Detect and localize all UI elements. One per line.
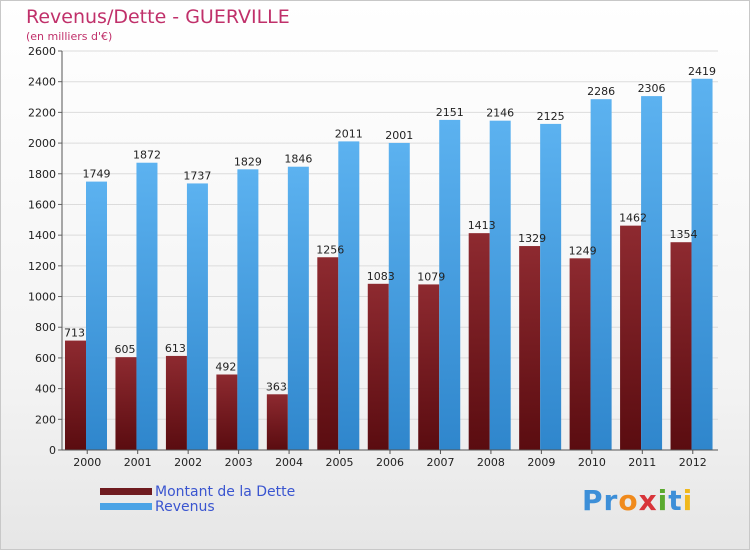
x-tick-label-2011: 2011 bbox=[628, 456, 656, 469]
logo-letter: i bbox=[657, 484, 669, 517]
bar-dette-2009 bbox=[519, 246, 541, 450]
legend-swatch-revenus bbox=[100, 503, 152, 510]
value-label-dette-2007: 1079 bbox=[417, 270, 445, 283]
bar-revenus-2001 bbox=[136, 162, 158, 450]
legend-label-debt: Montant de la Dette bbox=[155, 484, 296, 500]
bar-dette-2010 bbox=[569, 258, 591, 450]
y-tick-label: 1600 bbox=[28, 198, 56, 211]
legend-label-revenus: Revenus bbox=[155, 499, 215, 515]
y-tick-label: 0 bbox=[49, 444, 56, 457]
y-tick-label: 2400 bbox=[28, 76, 56, 89]
y-tick-label: 800 bbox=[35, 321, 56, 334]
bar-revenus-2000 bbox=[86, 181, 107, 450]
value-label-dette-2009: 1329 bbox=[518, 232, 546, 245]
logo-letter: t bbox=[668, 484, 683, 517]
x-tick-label-2010: 2010 bbox=[578, 456, 606, 469]
bar-revenus-2012 bbox=[691, 78, 713, 450]
bar-revenus-2009 bbox=[540, 123, 562, 451]
value-label-dette-2012: 1354 bbox=[670, 228, 698, 241]
value-label-revenus-2006: 2001 bbox=[385, 129, 413, 142]
bar-dette-2012 bbox=[670, 242, 692, 450]
bar-dette-2011 bbox=[620, 225, 642, 450]
x-tick-label-2012: 2012 bbox=[679, 456, 707, 469]
y-tick-label: 2200 bbox=[28, 106, 56, 119]
value-label-dette-2011: 1462 bbox=[619, 212, 647, 225]
bar-dette-2008 bbox=[468, 233, 490, 450]
logo-letter: o bbox=[618, 484, 639, 517]
value-label-revenus-2010: 2286 bbox=[587, 85, 615, 98]
value-label-dette-2004: 363 bbox=[266, 380, 287, 393]
value-label-dette-2002: 613 bbox=[165, 342, 186, 355]
bar-revenus-2007 bbox=[439, 119, 461, 450]
value-label-dette-2000: 713 bbox=[64, 327, 85, 340]
value-label-revenus-2004: 1846 bbox=[284, 153, 312, 166]
bar-dette-2002 bbox=[165, 355, 187, 450]
y-tick-label: 200 bbox=[35, 413, 56, 426]
logo-letter: i bbox=[682, 484, 694, 517]
bar-revenus-2010 bbox=[590, 99, 612, 450]
value-label-revenus-2005: 2011 bbox=[335, 127, 363, 140]
y-tick-label: 2000 bbox=[28, 137, 56, 150]
bar-revenus-2011 bbox=[641, 96, 663, 451]
value-label-revenus-2012: 2419 bbox=[688, 65, 716, 78]
x-tick-label-2008: 2008 bbox=[477, 456, 505, 469]
value-label-dette-2010: 1249 bbox=[569, 244, 597, 257]
value-label-revenus-2011: 2306 bbox=[638, 82, 666, 95]
value-label-revenus-2002: 1737 bbox=[183, 169, 211, 182]
y-tick-label: 1400 bbox=[28, 229, 56, 242]
y-tick-label: 1800 bbox=[28, 168, 56, 181]
x-tick-label-2001: 2001 bbox=[124, 456, 152, 469]
legend-swatch-debt bbox=[100, 488, 152, 495]
value-label-revenus-2000: 1749 bbox=[83, 168, 111, 181]
bar-dette-2000 bbox=[65, 340, 86, 450]
value-label-dette-2003: 492 bbox=[215, 360, 236, 373]
bar-revenus-2002 bbox=[186, 183, 208, 450]
value-label-revenus-2003: 1829 bbox=[234, 155, 262, 168]
value-label-dette-2006: 1083 bbox=[367, 270, 395, 283]
value-label-revenus-2008: 2146 bbox=[486, 107, 514, 120]
bar-dette-2007 bbox=[418, 284, 440, 450]
bar-dette-2003 bbox=[216, 374, 238, 450]
y-tick-label: 1200 bbox=[28, 260, 56, 273]
x-tick-label-2009: 2009 bbox=[527, 456, 555, 469]
value-label-dette-2008: 1413 bbox=[468, 219, 496, 232]
value-label-revenus-2009: 2125 bbox=[537, 110, 565, 123]
value-label-revenus-2007: 2151 bbox=[436, 106, 464, 119]
logo-letter: P bbox=[582, 484, 604, 517]
logo-letter: r bbox=[603, 484, 619, 517]
proxiti-logo: Proxiti bbox=[582, 484, 693, 517]
bar-dette-2001 bbox=[115, 357, 137, 450]
chart-title: Revenus/Dette - GUERVILLE bbox=[26, 6, 290, 28]
bar-revenus-2003 bbox=[237, 169, 259, 450]
x-tick-label-2002: 2002 bbox=[174, 456, 202, 469]
x-tick-label-2007: 2007 bbox=[426, 456, 454, 469]
x-tick-label-2003: 2003 bbox=[225, 456, 253, 469]
x-tick-label-2006: 2006 bbox=[376, 456, 404, 469]
value-label-dette-2005: 1256 bbox=[316, 243, 344, 256]
value-label-dette-2001: 605 bbox=[114, 343, 135, 356]
y-tick-label: 600 bbox=[35, 352, 56, 365]
x-tick-label-2000: 2000 bbox=[73, 456, 101, 469]
y-tick-label: 400 bbox=[35, 383, 56, 396]
bar-dette-2006 bbox=[367, 283, 389, 450]
bar-dette-2005 bbox=[317, 257, 339, 450]
y-tick-label: 1000 bbox=[28, 291, 56, 304]
bar-revenus-2006 bbox=[388, 142, 410, 450]
bar-revenus-2004 bbox=[287, 166, 309, 450]
bar-dette-2004 bbox=[266, 394, 288, 450]
x-tick-label-2005: 2005 bbox=[326, 456, 354, 469]
y-tick-label: 2600 bbox=[28, 45, 56, 58]
bar-revenus-2005 bbox=[338, 141, 360, 450]
logo-letter: x bbox=[638, 484, 658, 517]
bar-revenus-2008 bbox=[489, 120, 511, 450]
value-label-revenus-2001: 1872 bbox=[133, 149, 161, 162]
x-tick-label-2004: 2004 bbox=[275, 456, 303, 469]
chart-subtitle: (en milliers d'€) bbox=[26, 30, 113, 43]
